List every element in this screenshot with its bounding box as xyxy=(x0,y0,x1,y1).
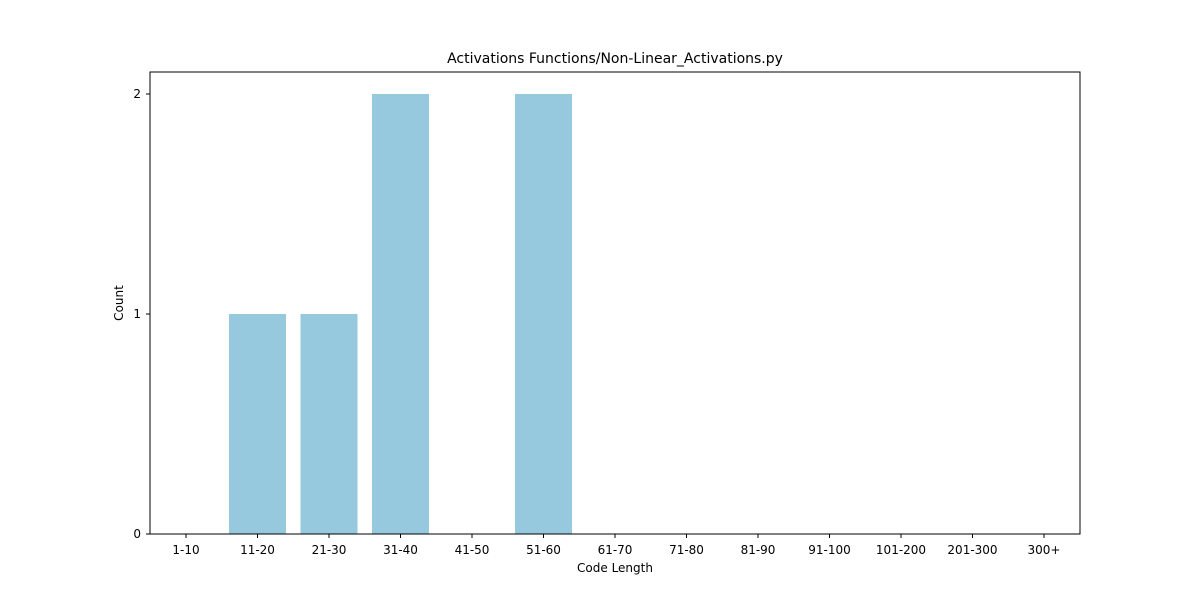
x-tick-label: 51-60 xyxy=(526,543,561,557)
x-tick-label: 31-40 xyxy=(383,543,418,557)
x-tick-label: 300+ xyxy=(1028,543,1061,557)
x-axis-label: Code Length xyxy=(577,561,653,575)
bar-21-30 xyxy=(300,314,358,534)
x-tick-label: 1-10 xyxy=(172,543,199,557)
y-tick-label: 0 xyxy=(133,527,141,541)
x-tick-label: 71-80 xyxy=(669,543,704,557)
x-tick-label: 61-70 xyxy=(598,543,633,557)
y-axis-label: Count xyxy=(112,285,126,321)
x-tick-label: 201-300 xyxy=(947,543,997,557)
y-axis-ticks: 0 1 2 xyxy=(133,87,150,541)
plot-frame xyxy=(149,71,1081,535)
x-tick-label: 11-20 xyxy=(240,543,275,557)
bar-51-60 xyxy=(515,94,572,534)
x-axis-ticks: 1-10 11-20 21-30 31-40 41-50 51-60 61-70 71-80 8… xyxy=(172,534,1060,557)
x-tick-label: 101-200 xyxy=(876,543,926,557)
chart-title: Activations Functions/Non-Linear_Activat… xyxy=(447,51,783,67)
x-tick-label: 91-100 xyxy=(808,543,851,557)
x-tick-label: 41-50 xyxy=(455,543,490,557)
bar-31-40 xyxy=(372,94,429,534)
y-tick-label: 1 xyxy=(133,307,141,321)
x-tick-label: 21-30 xyxy=(312,543,347,557)
y-tick-label: 2 xyxy=(133,87,141,101)
bars-group xyxy=(229,94,572,534)
x-tick-label: 81-90 xyxy=(741,543,776,557)
bar-11-20 xyxy=(229,314,286,534)
